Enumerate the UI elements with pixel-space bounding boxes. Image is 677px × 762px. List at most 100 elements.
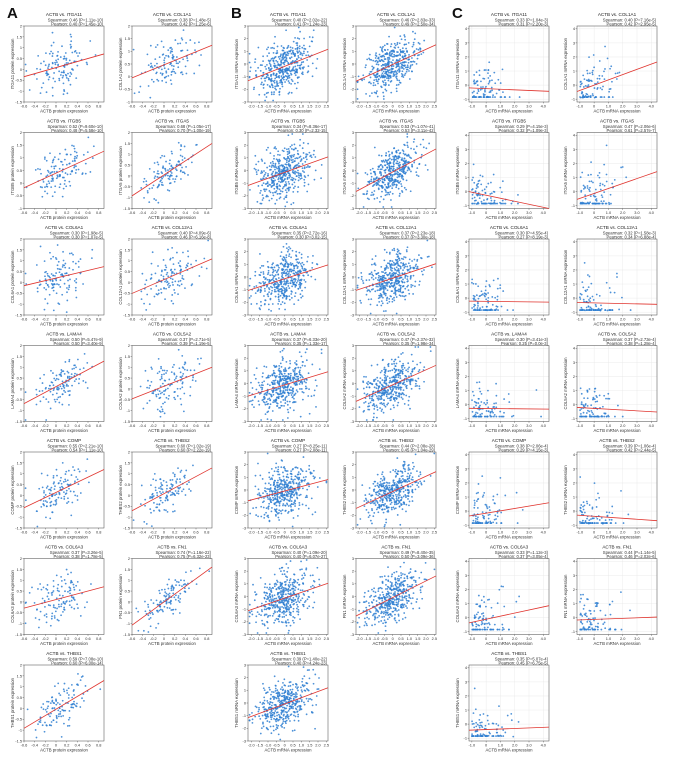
x-tick-label: 0 [55,423,58,428]
data-point [422,51,425,54]
data-point [72,253,74,256]
data-point [320,177,322,180]
data-point [150,511,152,514]
data-point [41,186,43,189]
data-point [72,69,74,71]
data-point [262,384,264,387]
data-point [54,607,57,609]
data-point [279,55,282,58]
data-point [189,394,192,397]
data-point [279,181,282,184]
data-point [51,52,54,55]
y-tick-label: -0.5 [123,291,130,296]
data-point [273,157,275,160]
data-point [162,259,165,261]
data-point [370,263,373,266]
data-point [368,53,371,56]
data-point [274,168,276,171]
data-point [179,481,182,483]
data-point [376,304,379,307]
data-point [157,265,159,267]
y-tick-label: 2 [244,36,246,41]
data-point [391,300,394,303]
x-tick-label: 0 [163,423,166,428]
x-axis-label: ACTB mRNA expression [372,322,420,327]
data-point [168,286,170,289]
data-point [380,163,382,166]
data-point [69,592,71,595]
x-tick-label: 0.4 [183,316,189,321]
data-point [181,585,183,588]
data-point [275,72,278,75]
data-point [143,197,145,199]
data-point [33,601,36,604]
data-point [287,134,290,137]
data-point [42,60,45,63]
data-point [51,31,54,34]
data-point [49,251,51,254]
data-point [178,61,181,63]
data-point [303,380,306,383]
data-point [396,173,399,176]
data-point [386,186,388,189]
data-point [411,260,413,262]
data-point [280,169,283,171]
data-point [272,393,275,396]
data-point [255,171,258,173]
data-point [320,348,323,351]
data-point [297,162,300,165]
data-point [165,602,168,605]
data-point [284,205,287,208]
data-point [384,292,386,295]
data-point [175,375,178,378]
x-axis-label: ACTB protein expression [148,535,196,540]
data-point [45,398,48,401]
data-point [60,375,63,377]
data-point [279,69,282,72]
data-point [304,48,307,50]
data-point [398,79,401,82]
data-point [302,263,305,266]
data-point [283,197,286,200]
data-point [415,62,418,65]
data-point [171,272,173,275]
data-point [292,369,294,371]
data-point [254,58,257,61]
data-point [166,189,169,191]
data-point [195,259,197,262]
data-point [157,393,160,396]
data-point [273,93,275,96]
data-point [150,366,153,369]
data-point [278,158,281,161]
data-point [278,167,281,170]
data-point [167,275,170,278]
data-point [86,151,89,154]
data-point [179,397,182,400]
data-point [375,76,378,79]
data-point [384,79,386,82]
data-point [298,261,301,264]
data-point [167,587,170,590]
data-point [413,38,416,41]
data-point [369,303,372,306]
data-point [175,377,177,380]
data-point [172,284,174,286]
data-point [288,82,291,84]
x-tick-label: -0.4 [31,423,39,428]
data-point [56,589,59,592]
data-point [66,92,69,95]
data-point [82,153,85,156]
data-point [387,64,390,66]
data-point [288,377,291,380]
data-point [285,163,288,166]
x-tick-label: -1.0 [265,103,273,108]
data-point [178,367,181,370]
data-point [314,278,317,281]
data-point [410,274,412,277]
data-point [406,246,409,249]
data-point [165,279,168,281]
y-tick-label: 2 [128,236,130,241]
data-point [419,143,422,146]
data-point [301,364,304,367]
regression-line [131,143,213,197]
